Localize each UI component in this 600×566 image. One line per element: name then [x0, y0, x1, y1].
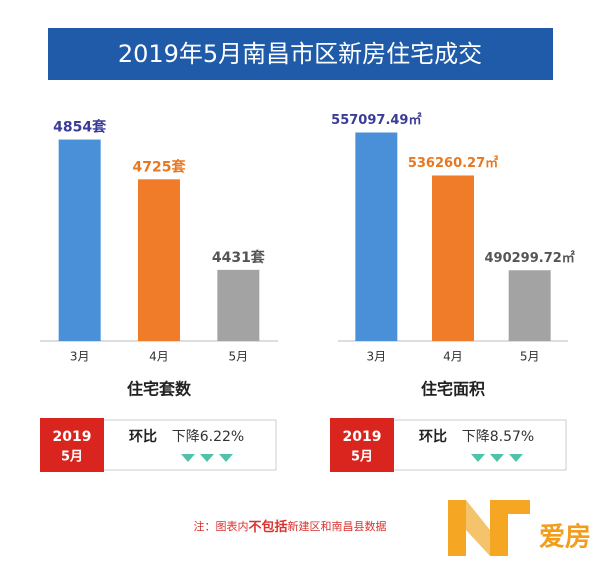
bar [217, 269, 260, 341]
down-arrow [471, 454, 485, 462]
category-label: 3月 [70, 350, 90, 364]
value-label: 4431套 [212, 249, 265, 266]
category-label: 4月 [149, 350, 169, 364]
bar [508, 270, 551, 341]
value-label: 536260.27㎡ [408, 155, 498, 171]
note-part: 注：图表内 [193, 519, 248, 533]
down-arrow [200, 454, 214, 462]
logo-shape [448, 500, 466, 556]
logo-shape [508, 500, 530, 514]
comparison-label: 环比 [129, 428, 157, 445]
comparison-label: 环比 [419, 428, 447, 445]
down-arrow [509, 454, 523, 462]
logo-shape [466, 500, 490, 556]
bar [138, 179, 180, 341]
note: 注：图表内不包括新建区和南昌县数据 [193, 519, 386, 535]
period-month: 5月 [61, 450, 83, 465]
down-arrow [490, 454, 504, 462]
category-label: 3月 [367, 350, 387, 364]
bar [58, 139, 101, 341]
chart-title: 住宅套数 [127, 380, 192, 399]
note-part: 新建区和南昌县数据 [288, 519, 387, 533]
value-label: 4725套 [133, 158, 186, 175]
comparison-change: 下降6.22% [172, 429, 244, 445]
bar [355, 132, 398, 341]
logo-shape [490, 500, 508, 556]
bar [432, 175, 474, 341]
category-label: 4月 [443, 350, 463, 364]
comparison-change: 下降8.57% [462, 429, 534, 445]
value-label: 490299.72㎡ [485, 250, 575, 266]
logo: 爱房 [448, 500, 591, 556]
period-year: 2019 [343, 429, 382, 445]
note-emphasis: 不包括 [248, 519, 287, 535]
category-label: 5月 [229, 350, 249, 364]
period-month: 5月 [351, 450, 373, 465]
down-arrow [219, 454, 233, 462]
down-arrow [181, 454, 195, 462]
logo-text: 爱房 [539, 523, 591, 553]
title-bar [48, 28, 553, 80]
period-tab [330, 418, 394, 472]
title: 2019年5月南昌市区新房住宅成交 [118, 40, 482, 68]
chart-title: 住宅面积 [421, 380, 485, 399]
value-label: 4854套 [53, 119, 106, 136]
period-tab [40, 418, 104, 472]
value-label: 557097.49㎡ [331, 112, 421, 128]
category-label: 5月 [520, 350, 540, 364]
period-year: 2019 [53, 429, 92, 445]
